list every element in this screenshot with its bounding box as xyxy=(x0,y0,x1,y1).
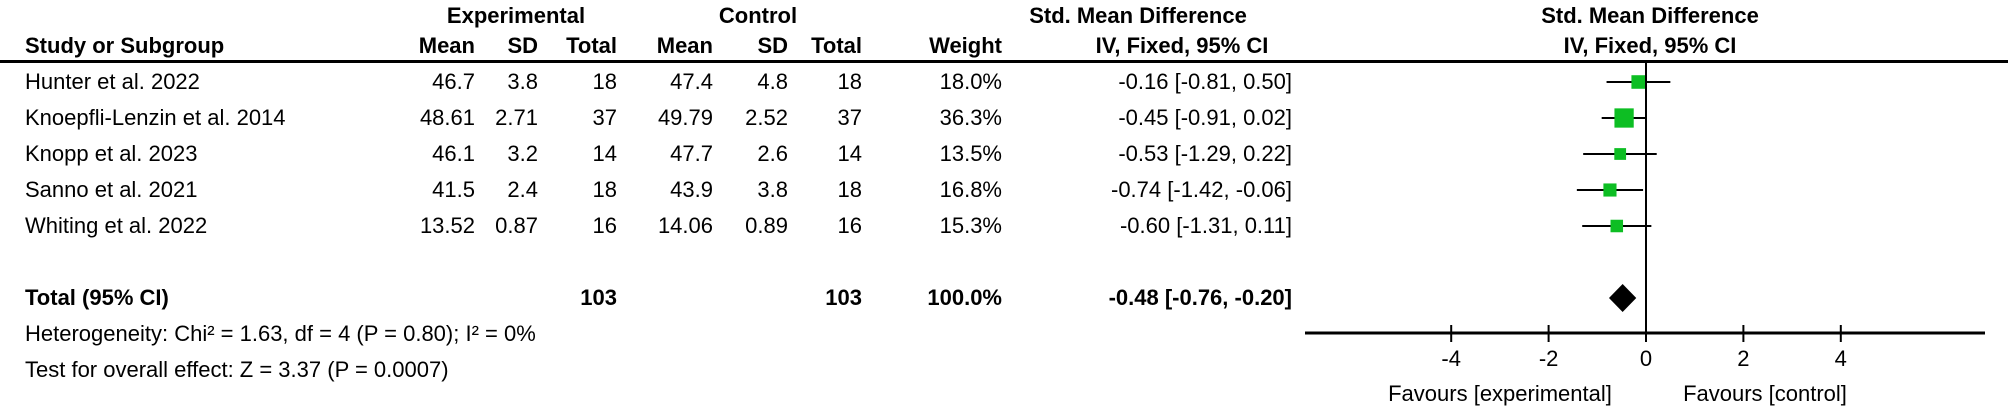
sd-control: 0.89 xyxy=(745,213,788,238)
sd-control: 3.8 xyxy=(757,177,788,202)
sd-control: 2.52 xyxy=(745,105,788,130)
mean-control: 43.9 xyxy=(670,177,713,202)
total-control: 14 xyxy=(837,141,862,166)
study-label: Sanno et al. 2021 xyxy=(25,177,198,202)
study-label: Whiting et al. 2022 xyxy=(25,213,208,238)
total-weight: 100.0% xyxy=(927,285,1002,310)
total-control: 18 xyxy=(837,177,862,202)
total-experimental: 18 xyxy=(592,177,617,202)
study-label: Hunter et al. 2022 xyxy=(25,69,200,94)
sd-experimental: 2.4 xyxy=(507,177,538,202)
mean-control: 47.4 xyxy=(670,69,713,94)
col-group-experimental: Experimental xyxy=(446,3,586,28)
study-label: Knopp et al. 2023 xyxy=(25,141,198,166)
sd-control: 4.8 xyxy=(757,69,788,94)
col-header-ci-plot: IV, Fixed, 95% CI xyxy=(1563,33,1737,58)
study-row: Hunter et al. 2022 46.7 3.8 18 47.4 4.8 … xyxy=(0,69,2008,95)
mean-experimental: 46.7 xyxy=(432,69,475,94)
total-experimental: 14 xyxy=(592,141,617,166)
weight: 36.3% xyxy=(939,105,1002,130)
sd-experimental: 3.2 xyxy=(507,141,538,166)
x-tick-label: 4 xyxy=(1835,346,1847,371)
col-header-total-control: Total xyxy=(811,33,862,58)
total-label: Total (95% CI) xyxy=(25,285,169,310)
col-header-mean-control: Mean xyxy=(656,33,713,58)
x-tick-label: -4 xyxy=(1441,346,1461,371)
total-control: 18 xyxy=(837,69,862,94)
forest-plot: -4 -2 0 2 4 xyxy=(1305,62,1985,371)
col-header-ci-text: IV, Fixed, 95% CI xyxy=(1095,33,1269,58)
smd-ci-text: -0.16 [-0.81, 0.50] xyxy=(1118,69,1292,94)
mean-control: 14.06 xyxy=(657,213,713,238)
smd-ci-text: -0.53 [-1.29, 0.22] xyxy=(1118,141,1292,166)
sd-experimental: 3.8 xyxy=(507,69,538,94)
total-control: 37 xyxy=(837,105,862,130)
total-control: 16 xyxy=(837,213,862,238)
weight: 16.8% xyxy=(939,177,1002,202)
col-group-control: Control xyxy=(718,3,798,28)
sd-experimental: 2.71 xyxy=(495,105,538,130)
total-diamond xyxy=(1608,284,1637,312)
col-header-study: Study or Subgroup xyxy=(25,33,225,58)
mean-experimental: 46.1 xyxy=(432,141,475,166)
study-row: Knoepfli-Lenzin et al. 2014 48.61 2.71 3… xyxy=(0,105,2008,131)
col-header-sd-experimental: SD xyxy=(507,33,538,58)
weight: 18.0% xyxy=(939,69,1002,94)
effect-square xyxy=(1614,108,1634,128)
header-divider xyxy=(0,60,2008,63)
effect-square xyxy=(1610,219,1624,233)
smd-ci-text: -0.60 [-1.31, 0.11] xyxy=(1119,213,1292,238)
weight: 15.3% xyxy=(939,213,1002,238)
total-experimental: 18 xyxy=(592,69,617,94)
effect-square xyxy=(1614,148,1627,160)
col-header-weight: Weight xyxy=(929,33,1002,58)
overall-effect-test: Test for overall effect: Z = 3.37 (P = 0… xyxy=(25,357,449,382)
study-row: Sanno et al. 2021 41.5 2.4 18 43.9 3.8 1… xyxy=(0,177,2008,203)
sd-control: 2.6 xyxy=(757,141,788,166)
col-header-smd-plot: Std. Mean Difference xyxy=(1541,3,1759,28)
smd-ci-text: -0.45 [-0.91, 0.02] xyxy=(1118,105,1292,130)
col-header-mean-experimental: Mean xyxy=(418,33,475,58)
col-header-sd-control: SD xyxy=(757,33,788,58)
col-header-total-experimental: Total xyxy=(566,33,617,58)
favours-control-label: Favours [control] xyxy=(1683,381,1847,406)
study-row: Knopp et al. 2023 46.1 3.2 14 47.7 2.6 1… xyxy=(0,141,2008,167)
total-row: Total (95% CI) 103 103 100.0% -0.48 [-0.… xyxy=(0,285,2008,311)
mean-experimental: 41.5 xyxy=(432,177,475,202)
effect-square xyxy=(1603,183,1617,197)
total-experimental: 16 xyxy=(592,213,617,238)
study-label: Knoepfli-Lenzin et al. 2014 xyxy=(25,105,286,130)
total-n-control: 103 xyxy=(825,285,862,310)
mean-experimental: 13.52 xyxy=(419,213,475,238)
weight: 13.5% xyxy=(939,141,1002,166)
total-experimental: 37 xyxy=(592,105,617,130)
sd-experimental: 0.87 xyxy=(495,213,538,238)
x-tick-label: 2 xyxy=(1737,346,1749,371)
mean-experimental: 48.61 xyxy=(419,105,475,130)
col-header-smd-text: Std. Mean Difference xyxy=(1029,3,1247,28)
smd-ci-text: -0.74 [-1.42, -0.06] xyxy=(1111,177,1292,202)
effect-square xyxy=(1631,75,1645,89)
study-row: Whiting et al. 2022 13.52 0.87 16 14.06 … xyxy=(0,213,2008,239)
total-n-experimental: 103 xyxy=(580,285,617,310)
mean-control: 47.7 xyxy=(670,141,713,166)
heterogeneity-stats: Heterogeneity: Chi² = 1.63, df = 4 (P = … xyxy=(25,321,536,346)
mean-control: 49.79 xyxy=(657,105,713,130)
favours-experimental-label: Favours [experimental] xyxy=(1388,381,1612,406)
total-smd-ci-text: -0.48 [-0.76, -0.20] xyxy=(1108,285,1292,310)
x-tick-label: -2 xyxy=(1539,346,1559,371)
x-tick-label: 0 xyxy=(1640,346,1652,371)
